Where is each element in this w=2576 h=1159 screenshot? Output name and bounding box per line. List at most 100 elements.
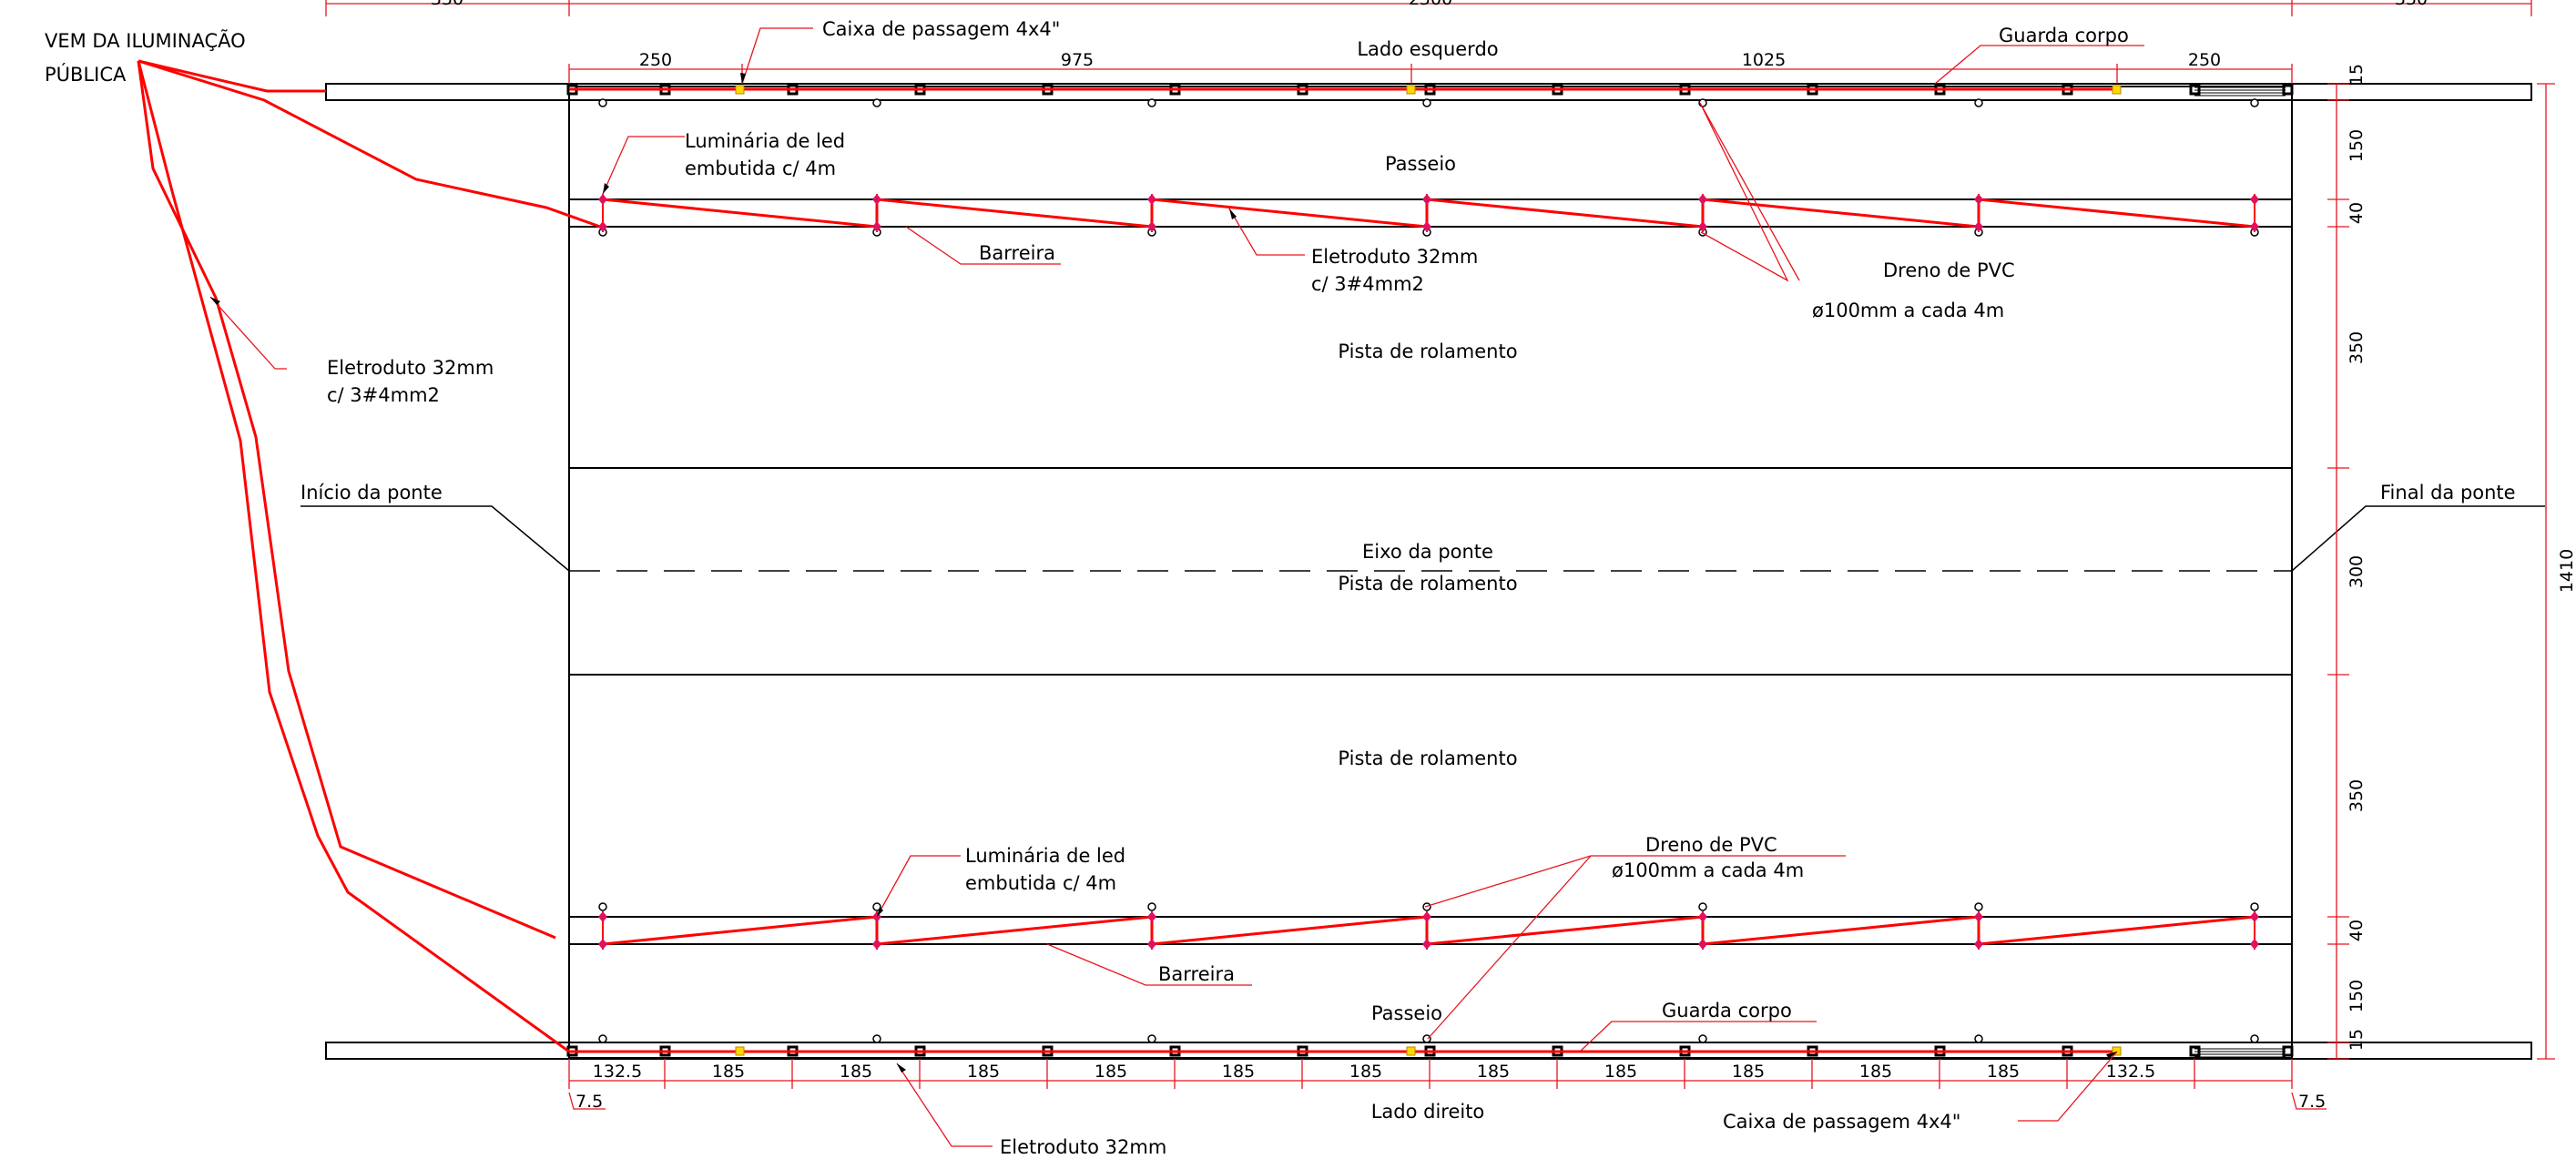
drain-icon	[2250, 98, 2259, 107]
dim-bottom-6: 185	[1222, 1062, 1255, 1082]
dim-top-1: 250	[639, 50, 672, 70]
drain-icon	[1698, 1034, 1707, 1043]
lado-esquerdo-label: Lado esquerdo	[1357, 38, 1498, 60]
led-luminaire-icon	[1698, 194, 1707, 232]
arrow-icon	[1229, 208, 1237, 219]
drain-icon	[1974, 1034, 1983, 1043]
drain-icon	[2250, 902, 2259, 911]
electrical	[137, 59, 2255, 1053]
caixa-top-label: Caixa de passagem 4x4"	[822, 18, 1060, 40]
led-luminaire-icon	[2250, 194, 2259, 232]
arrow-icon	[603, 183, 609, 194]
eletroduto-left-label-2: c/ 3#4mm2	[327, 384, 440, 406]
arrow-icon	[877, 907, 883, 917]
feeder-3	[137, 60, 556, 940]
eletroduto-bottom-label: Eletroduto 32mm	[1000, 1136, 1166, 1158]
dim-bottom-2: 185	[712, 1062, 745, 1082]
led-luminaire-icon	[1147, 194, 1156, 232]
dim-bottom-5: 185	[1095, 1062, 1127, 1082]
led-luminaire-icon	[1974, 194, 1983, 232]
feeder-2	[137, 59, 604, 229]
led-luminaire-icon	[1422, 194, 1431, 232]
junction-box-icon	[2112, 1046, 2122, 1056]
luminaria-top-label-1: Luminária de led	[685, 130, 845, 152]
dim-bottom-13: 132.5	[2106, 1062, 2155, 1082]
barreira-top-label: Barreira	[979, 242, 1055, 264]
bridge-structure	[300, 83, 2545, 1060]
junction-box-icon	[2112, 85, 2122, 95]
pista-top-label: Pista de rolamento	[1338, 341, 1517, 362]
inicio-ponte-label: Início da ponte	[300, 482, 443, 503]
led-luminaire-icon	[598, 911, 607, 950]
arrow-icon	[740, 73, 746, 84]
vem-iluminacao-label-2: PÚBLICA	[45, 63, 127, 86]
dim-bottom-3: 185	[840, 1062, 872, 1082]
leader-caixa-bottom	[2018, 1051, 2118, 1122]
arrow-icon	[210, 297, 220, 305]
luminaires	[598, 194, 2259, 950]
dim-right-7: 40	[2347, 920, 2367, 941]
junction-box-icon	[1406, 1046, 1416, 1056]
dim-bottom-9: 185	[1604, 1062, 1637, 1082]
inicio-leader	[300, 505, 570, 572]
arrow-icon	[897, 1063, 906, 1073]
passeio-bottom-label: Passeio	[1371, 1002, 1442, 1024]
led-luminaire-icon	[1147, 911, 1156, 950]
led-luminaire-icon	[872, 194, 881, 232]
final-ponte-label: Final da ponte	[2380, 482, 2516, 503]
junction-boxes	[735, 85, 2122, 1056]
drain-icon	[1698, 902, 1707, 911]
dim-right-6: 350	[2347, 779, 2367, 812]
dim-bottom-10: 185	[1732, 1062, 1765, 1082]
luminaria-top-label-2: embutida c/ 4m	[685, 158, 836, 179]
conduit-zigzag-top	[602, 198, 2255, 229]
dreno-top-label-2: ø100mm a cada 4m	[1812, 300, 2004, 321]
feeder-4	[137, 60, 570, 1053]
dim-top-3: 1025	[1742, 50, 1786, 70]
dim-bottom-11: 185	[1859, 1062, 1892, 1082]
drain-icon	[872, 902, 881, 911]
eixo-label: Eixo da ponte	[1362, 541, 1493, 563]
led-luminaire-icon	[2250, 911, 2259, 950]
dim-right-4: 350	[2347, 331, 2367, 364]
dreno-bottom-label-2: ø100mm a cada 4m	[1612, 859, 1804, 881]
dreno-bottom-label-1: Dreno de PVC	[1645, 834, 1777, 856]
dreno-top-label-1: Dreno de PVC	[1883, 259, 2015, 281]
leader-caixa-top	[741, 27, 813, 85]
dim-top-4: 250	[2188, 50, 2221, 70]
led-luminaire-icon	[1422, 911, 1431, 950]
pista-mid-label: Pista de rolamento	[1338, 573, 1517, 595]
leader-luminaria-bottom	[876, 855, 961, 918]
leader-eletroduto-left	[209, 296, 287, 370]
dim-right-8: 150	[2347, 980, 2367, 1012]
dim-bottom-7: 185	[1349, 1062, 1382, 1082]
drain-icon	[1974, 98, 1983, 107]
dim-right-5: 300	[2347, 555, 2367, 588]
guarda-bottom-label: Guarda corpo	[1662, 1000, 1792, 1022]
drains	[598, 98, 2259, 1043]
eletroduto-left-label-1: Eletroduto 32mm	[327, 357, 494, 379]
dim-right-1: 15	[2347, 64, 2367, 86]
drain-icon	[598, 98, 607, 107]
rail-hatching	[2194, 86, 2286, 1058]
eletroduto-top-label-1: Eletroduto 32mm	[1311, 246, 1478, 268]
leader-luminaria-top	[602, 136, 685, 195]
junction-box-icon	[735, 1046, 745, 1056]
leader-barreira-top	[905, 226, 1061, 265]
dim-bottom-8: 185	[1477, 1062, 1510, 1082]
eletroduto-top-label-2: c/ 3#4mm2	[1311, 273, 1424, 295]
leader-guarda-top	[1934, 45, 2144, 85]
passeio-top-label: Passeio	[1385, 153, 1456, 175]
drain-icon	[1974, 902, 1983, 911]
drain-icon	[598, 1034, 607, 1043]
conduit-zigzag-bottom	[602, 915, 2255, 946]
dim-end-left: 7.5	[575, 1092, 603, 1112]
leader-barreira-bottom	[1046, 943, 1252, 986]
dimension-lines	[325, 0, 2555, 1110]
junction-box-icon	[1406, 85, 1416, 95]
arrowheads	[210, 73, 2117, 1073]
dim-overall-3: 350	[2395, 0, 2428, 9]
labels: VEM DA ILUMINAÇÃO PÚBLICA Eletroduto 32m…	[45, 18, 2516, 1158]
drain-icon	[872, 98, 881, 107]
